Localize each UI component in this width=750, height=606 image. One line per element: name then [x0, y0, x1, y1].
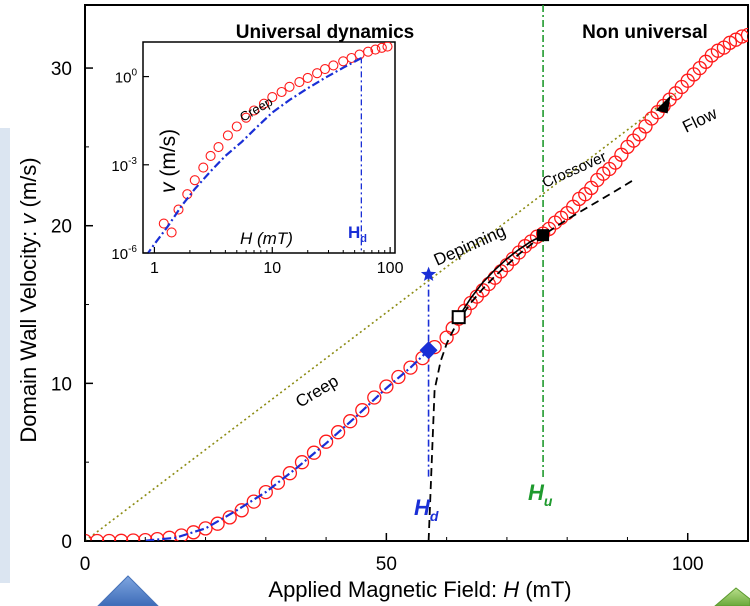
- x-tick-label: 0: [80, 554, 91, 575]
- region-label-universal: Universal dynamics: [236, 22, 414, 43]
- data-point: [379, 379, 394, 394]
- data-point: [186, 525, 201, 540]
- hu-label: Hu: [528, 480, 553, 509]
- data-point: [343, 414, 358, 429]
- inset-data-points: [158, 42, 393, 238]
- inset-data-point: [284, 81, 295, 92]
- data-point: [222, 510, 237, 525]
- hd-star-marker: [420, 266, 437, 281]
- data-point: [126, 533, 141, 541]
- main-plot-layer: 0 50 100 0 10 20 30: [51, 5, 748, 575]
- data-point: [318, 434, 334, 449]
- inset-hd-label: Hd: [348, 223, 367, 245]
- data-point: [306, 445, 322, 460]
- y-tick-label: 20: [51, 217, 72, 238]
- inset-data-point: [158, 218, 169, 229]
- crossover-open-square: [451, 310, 466, 325]
- green-arrow-shape: [714, 587, 750, 606]
- data-point: [114, 533, 129, 541]
- annotation-flow: Flow: [679, 103, 720, 136]
- inset-data-point: [258, 98, 270, 109]
- creep-fit-line: [145, 349, 430, 541]
- inset-x-tick-label: 100: [377, 260, 404, 277]
- inset-data-point: [241, 112, 252, 123]
- annotation-creep: Creep: [292, 371, 341, 411]
- data-point: [403, 360, 418, 375]
- data-point: [391, 369, 406, 385]
- inset-x-axis-title: H (mT): [240, 229, 293, 248]
- x-tick-label: 100: [672, 554, 704, 575]
- inset-data-point: [370, 44, 381, 55]
- inset-data-point: [231, 121, 242, 132]
- data-point: [734, 29, 748, 44]
- inset-plot-frame: [142, 41, 396, 254]
- flow-triangle-marker: [655, 95, 671, 114]
- inset-data-point: [248, 105, 260, 116]
- x-axis-title: Applied Magnetic Field: H (mT): [268, 577, 571, 602]
- y-tick-label: 0: [61, 532, 72, 553]
- inset-data-point: [189, 175, 200, 186]
- inset-y-axis-title: v (m/s): [157, 129, 180, 193]
- annotation-depinning: Depinning: [431, 221, 509, 269]
- inset-y-tick-label: 100: [115, 68, 138, 87]
- y-tick-label: 30: [51, 59, 72, 80]
- region-label-non-universal: Non universal: [582, 22, 708, 43]
- inset-data-point: [328, 60, 339, 71]
- crossover-fit-line: [458, 234, 544, 318]
- data-point: [234, 503, 249, 518]
- velocity-data-points: [85, 27, 748, 541]
- inset-data-point: [302, 72, 313, 83]
- flow-line: [85, 92, 677, 541]
- data-point: [740, 27, 748, 43]
- inset-data-point: [173, 204, 184, 215]
- inset-data-point: [376, 42, 387, 53]
- inset-data-point: [382, 42, 393, 52]
- data-point: [282, 466, 298, 481]
- inset-data-point: [267, 92, 278, 103]
- inset-x-tick-label: 10: [263, 260, 281, 277]
- data-point: [210, 516, 225, 531]
- data-point: [246, 494, 261, 509]
- inset-y-tick-label: 10-3: [111, 156, 137, 175]
- data-point: [367, 390, 382, 405]
- data-point: [198, 521, 213, 536]
- inset-data-point: [363, 46, 374, 57]
- x-tick-label: 50: [376, 554, 397, 575]
- inset-data-point: [222, 130, 233, 141]
- data-point: [270, 475, 286, 490]
- data-point: [355, 403, 370, 418]
- hd-label: Hd: [414, 495, 439, 524]
- data-point: [294, 455, 310, 470]
- inset-data-point: [213, 142, 224, 153]
- inset-plot-area: [146, 42, 393, 253]
- inset-creep-fit-line: [146, 57, 362, 253]
- hu-filled-square: [537, 229, 550, 242]
- hd-diamond-marker: [419, 341, 438, 360]
- main-plot-area: [85, 5, 748, 541]
- data-point: [101, 533, 117, 541]
- depinning-fit-line: [427, 179, 634, 541]
- inset-y-tick-label: 10-6: [111, 244, 137, 263]
- inset-x-tick-label: 1: [150, 260, 159, 277]
- inset-plot-layer: 1 10 100 10-6 10-3 100: [111, 42, 404, 277]
- y-axis-title: Domain Wall Velocity: v (m/s): [16, 157, 41, 442]
- inset-data-point: [198, 162, 209, 173]
- y-tick-label: 10: [51, 374, 72, 395]
- data-point: [258, 484, 273, 500]
- inset-data-point: [319, 64, 331, 75]
- data-point: [330, 425, 346, 440]
- inset-data-point: [276, 86, 287, 98]
- inset-data-point: [294, 77, 305, 88]
- inset-data-point: [312, 68, 323, 79]
- data-point: [89, 533, 105, 541]
- inset-data-point: [205, 150, 216, 161]
- blue-arrow-shape: [97, 575, 159, 606]
- main-plot-frame: [84, 4, 749, 542]
- inset-data-point: [166, 227, 177, 238]
- side-accent-bar: [0, 128, 10, 583]
